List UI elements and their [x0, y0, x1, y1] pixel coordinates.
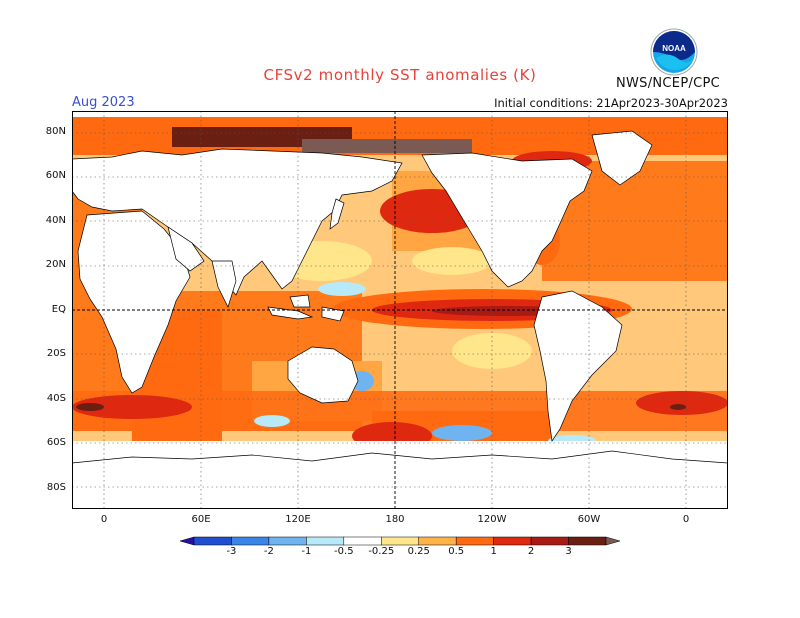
lat-label-80s: 80S — [46, 482, 66, 493]
colorbar-tick-label: -2 — [263, 546, 274, 557]
lon-label-120e: 120E — [285, 514, 311, 525]
sst-anomaly-map — [72, 111, 728, 509]
colorbar-swatch — [418, 536, 457, 546]
lon-label-60w: 60W — [577, 514, 601, 525]
noaa-logo: NOAA — [650, 28, 698, 76]
colorbar-tick-label: 1 — [490, 546, 497, 557]
colorbar-tick-label: 0.25 — [407, 546, 430, 557]
land-masses — [72, 130, 728, 509]
map-title: CFSv2 monthly SST anomalies (K) — [263, 66, 537, 84]
colorbar-swatch — [193, 536, 232, 546]
colorbar-tick-label: -0.25 — [368, 546, 395, 557]
antarctica-landmass — [72, 450, 728, 509]
colorbar-tick-label: 2 — [527, 546, 535, 557]
lon-label-180: 180 — [385, 514, 405, 525]
lat-label-eq: EQ — [51, 304, 66, 315]
australia-landmass — [287, 346, 359, 404]
lat-label-60s: 60S — [46, 437, 66, 448]
lat-label-20n: 20N — [45, 259, 66, 270]
colorbar-swatch — [455, 536, 494, 546]
north-america-landmass — [421, 152, 593, 288]
colorbar-swatch — [306, 536, 345, 546]
colorbar-swatch — [568, 536, 607, 546]
colorbar-tick-label: -3 — [226, 546, 237, 557]
lat-label-40n: 40N — [45, 215, 66, 226]
lat-label-20s: 20S — [46, 348, 66, 359]
colorbar-low-arrow — [179, 536, 195, 546]
colorbar-swatch — [493, 536, 532, 546]
colorbar-swatch — [530, 536, 569, 546]
colorbar-tick-label: -1 — [301, 546, 312, 557]
lon-label-120w: 120W — [477, 514, 507, 525]
colorbar-tick-label: 0.5 — [448, 546, 465, 557]
lat-label-80n: 80N — [45, 126, 66, 137]
map-frame — [72, 111, 728, 509]
colorbar-high-arrow — [605, 536, 621, 546]
colorbar-swatch — [381, 536, 419, 546]
agency-label: NWS/NCEP/CPC — [616, 76, 721, 91]
lon-label-0: 0 — [100, 514, 108, 525]
south-america-landmass — [533, 290, 623, 442]
lon-label-0-east: 0 — [682, 514, 690, 525]
initial-conditions-label: Initial conditions: 21Apr2023-30Apr2023 — [494, 96, 728, 110]
valid-month-label: Aug 2023 — [72, 95, 135, 110]
colorbar — [179, 536, 621, 546]
eurasia-landmass — [72, 148, 403, 296]
lat-label-60n: 60N — [45, 170, 66, 181]
colorbar-swatch — [231, 536, 270, 546]
colorbar-tick-label: -0.5 — [334, 546, 354, 557]
colorbar-tick-label: 3 — [565, 546, 572, 557]
logo-text: NOAA — [662, 44, 686, 53]
lat-label-40s: 40S — [46, 393, 66, 404]
colorbar-swatch — [268, 536, 307, 546]
colorbar-swatch — [343, 536, 382, 546]
lon-label-60e: 60E — [191, 514, 211, 525]
